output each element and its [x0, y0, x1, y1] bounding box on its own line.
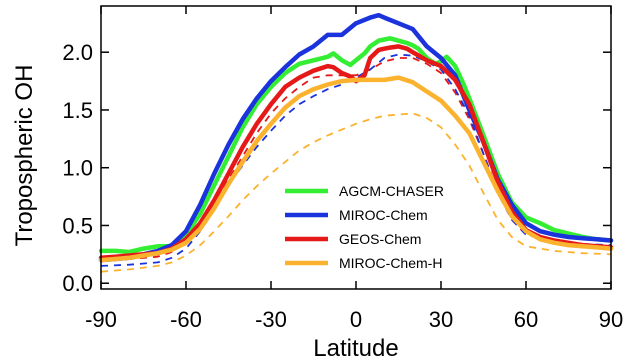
legend-label-miroc-chem-h: MIROC-Chem-H [339, 255, 442, 271]
x-tick-label: -30 [255, 307, 287, 332]
legend: AGCM-CHASER MIROC-Chem GEOS-Chem MIROC-Chem… [285, 183, 444, 271]
x-tick-label: 60 [514, 307, 538, 332]
miroc-chem-line [98, 12, 614, 263]
x-tick-label: -90 [85, 307, 117, 332]
x-tick-label: -60 [170, 307, 202, 332]
y-tick-label: 0.0 [62, 271, 93, 296]
x-tick-label: 0 [350, 307, 362, 332]
y-tick-label: 2.0 [62, 40, 93, 65]
legend-label-geos-chem: GEOS-Chem [339, 231, 421, 247]
miroc-chem-h-line [98, 75, 614, 263]
x-tick-label: 30 [429, 307, 453, 332]
y-tick-label: 1.5 [62, 98, 93, 123]
ticks-layer: -90 -60 -30 0 30 60 90 0.0 0.5 1.0 1.5 2.0 [62, 6, 623, 332]
y-tick-label: 1.0 [62, 156, 93, 181]
fbb22e-dashed-line [100, 112, 612, 273]
y-tick-label: 0.5 [62, 213, 93, 238]
series-layer [98, 12, 614, 273]
x-axis-title: Latitude [313, 335, 398, 362]
x-tick-label: 90 [599, 307, 623, 332]
legend-label-miroc-chem: MIROC-Chem [339, 207, 428, 223]
legend-label-agcm-chaser: AGCM-CHASER [339, 183, 444, 199]
y-axis-title: Tropospheric OH [11, 65, 38, 247]
